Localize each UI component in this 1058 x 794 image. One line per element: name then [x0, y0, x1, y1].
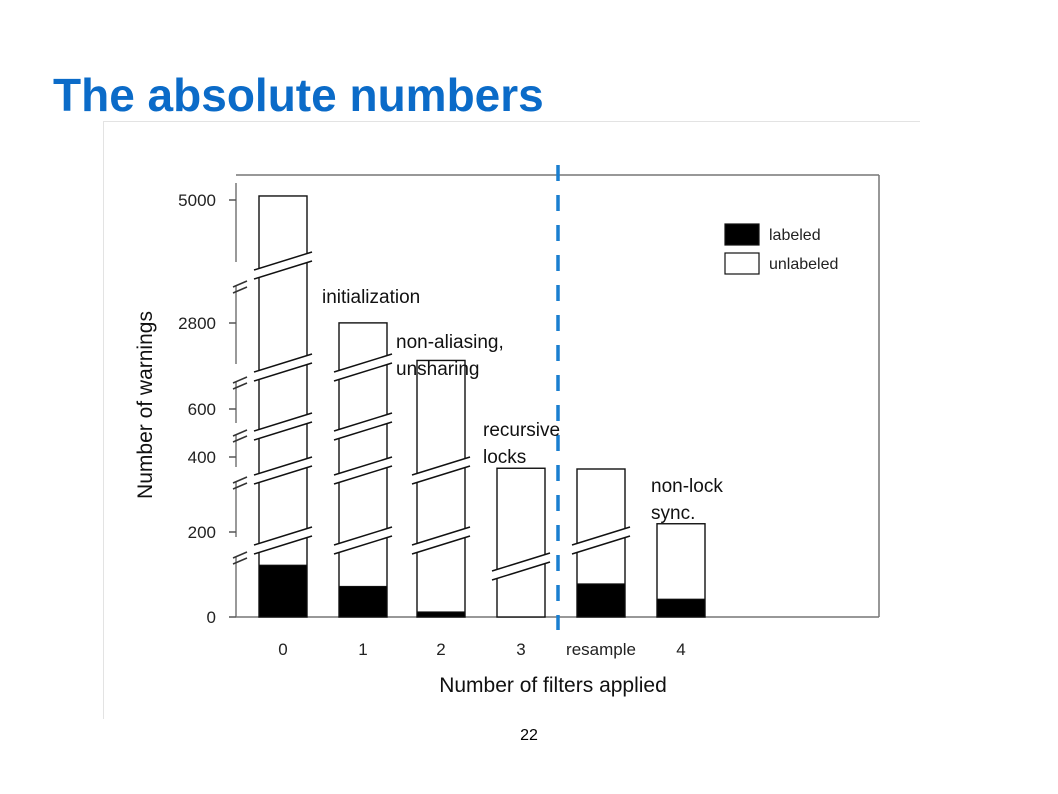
y-tick-label: 2800 [178, 314, 216, 333]
annotation-label: non-aliasing, unsharing [396, 332, 504, 380]
title-underline [103, 121, 920, 122]
x-category-labels: 0 1 2 3 resample 4 [278, 640, 685, 659]
axis-breaks [232, 251, 631, 581]
y-axis-break-mark [232, 476, 248, 484]
annotation-label: initialization [322, 287, 420, 308]
annotation-label: non-lock sync. [651, 476, 723, 524]
page-number: 22 [520, 727, 538, 744]
y-axis-break-mark [232, 557, 248, 565]
annotation-line: non-lock [651, 476, 723, 497]
bar-labeled [416, 611, 466, 618]
bar-break-gap [254, 457, 312, 484]
bar-break-line [333, 353, 393, 373]
bar-labeled [258, 564, 308, 618]
bar-break-line [333, 362, 393, 382]
bar-labeled [656, 598, 706, 618]
bar-break-line [491, 552, 551, 572]
bar-break-line [253, 456, 313, 476]
bar-unlabeled [496, 467, 546, 618]
y-axis-break-mark [232, 376, 248, 384]
bar-break-gap [254, 413, 312, 440]
bar-break-line [411, 465, 471, 485]
bar-break-gap [412, 457, 470, 484]
bar-break-line [411, 456, 471, 476]
x-category-label: 3 [516, 640, 525, 659]
slide-title: The absolute numbers [53, 69, 544, 121]
y-axis-title: Number of warnings [134, 311, 157, 499]
y-tick-label: 600 [188, 400, 216, 419]
annotation-line: non-aliasing, [396, 332, 504, 353]
y-tick-label: 5000 [178, 191, 216, 210]
y-tick-label: 0 [207, 608, 216, 627]
bar-break-line [411, 535, 471, 555]
bar-break-line [571, 526, 631, 546]
y-axis-break-mark [232, 482, 248, 490]
y-axis-break-mark [232, 382, 248, 390]
bar-break-gap [412, 527, 470, 554]
bar-labeled [576, 583, 626, 618]
bar-break-gap [334, 457, 392, 484]
bar-break-line [333, 412, 393, 432]
bar-break-gap [492, 553, 550, 580]
annotation-line: sync. [651, 503, 695, 524]
y-axis-break-mark [232, 429, 248, 437]
y-axis-break-mark [232, 286, 248, 294]
bar-break-line [253, 353, 313, 373]
bar-break-line [333, 526, 393, 546]
x-category-label: 0 [278, 640, 287, 659]
bar-unlabeled [416, 359, 466, 618]
y-axis-break-mark [232, 551, 248, 559]
bar-break-line [253, 412, 313, 432]
x-category-label: resample [566, 640, 636, 659]
bar-break-gap [334, 413, 392, 440]
bar-break-line [253, 526, 313, 546]
x-axis-title: Number of filters applied [439, 674, 667, 697]
bar-break-line [491, 561, 551, 581]
bar-break-line [333, 535, 393, 555]
bar-break-line [253, 465, 313, 485]
annotation-line: recursive [483, 420, 560, 441]
x-category-label: 2 [436, 640, 445, 659]
bars-group [258, 195, 706, 618]
legend-swatch-unlabeled [724, 252, 760, 275]
annotation-line: initialization [322, 287, 420, 308]
bar-break-line [253, 362, 313, 382]
bar-break-gap [572, 527, 630, 554]
bar-break-line [253, 421, 313, 441]
bar-break-gap [254, 252, 312, 279]
annotation-line: unsharing [396, 359, 479, 380]
bar-break-line [411, 526, 471, 546]
annotation-line: locks [483, 447, 526, 468]
bar-break-gap [254, 527, 312, 554]
y-tick-label: 200 [188, 523, 216, 542]
bar-break-line [253, 251, 313, 271]
x-category-label: 1 [358, 640, 367, 659]
bar-break-gap [334, 354, 392, 381]
content-left-border [103, 122, 104, 719]
legend-label-labeled: labeled [769, 227, 821, 244]
bar-break-line [333, 465, 393, 485]
bar-break-gap [254, 354, 312, 381]
legend: labeled unlabeled [724, 223, 838, 275]
bar-break-line [333, 456, 393, 476]
bar-break-gap [334, 527, 392, 554]
x-category-label: 4 [676, 640, 685, 659]
annotations: initialization non-aliasing, unsharing recu… [322, 287, 723, 524]
annotation-label: recursive locks [483, 420, 560, 468]
y-ticks: 0 200 400 600 2800 5000 [178, 191, 236, 627]
y-axis-break-mark [232, 435, 248, 443]
bar-break-line [253, 260, 313, 280]
legend-label-unlabeled: unlabeled [769, 256, 838, 273]
y-tick-label: 400 [188, 448, 216, 467]
bar-break-line [333, 421, 393, 441]
bar-break-line [253, 535, 313, 555]
legend-swatch-labeled [724, 223, 760, 246]
y-axis-break-mark [232, 280, 248, 288]
bar-break-line [571, 535, 631, 555]
bar-labeled [338, 585, 388, 618]
